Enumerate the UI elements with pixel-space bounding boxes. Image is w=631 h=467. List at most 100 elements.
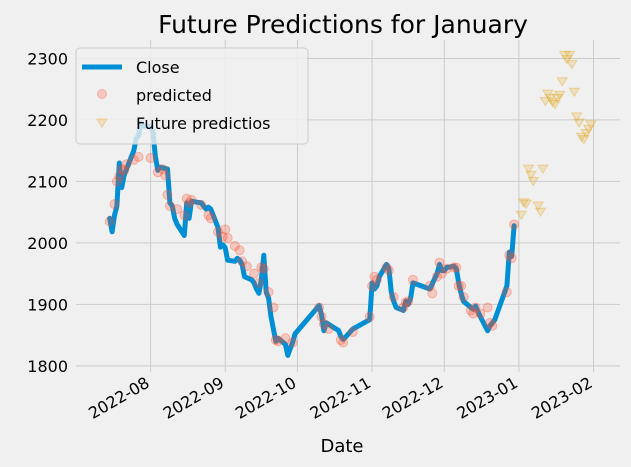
predicted-point <box>253 277 264 288</box>
y-axis-ticks: 1800 1900 2000 2100 2200 2300 <box>27 49 68 375</box>
predicted-point <box>203 210 214 221</box>
future-prediction-point <box>585 120 598 130</box>
legend-swatch-predicted <box>97 89 107 99</box>
future-prediction-point <box>537 164 549 175</box>
legend: Close predicted Future predictios <box>75 47 309 145</box>
predicted-point <box>229 240 240 251</box>
predicted-point <box>504 250 515 261</box>
series-layer <box>104 50 598 358</box>
legend-label-predicted: predicted <box>136 86 212 105</box>
predicted-point <box>234 245 245 256</box>
predicted-point <box>335 335 346 346</box>
predicted-point <box>104 216 115 227</box>
y-tick-label: 2200 <box>27 111 68 130</box>
predicted-point <box>121 159 132 170</box>
predicted-point <box>220 224 231 235</box>
chart-title: Future Predictions for January <box>158 10 528 39</box>
predicted-point <box>364 311 375 322</box>
predicted-point <box>509 219 520 230</box>
predicted-point <box>162 189 173 200</box>
future-prediction-point <box>556 77 569 87</box>
predicted-point <box>133 151 144 162</box>
predicted-point <box>280 333 291 344</box>
y-tick-label: 1900 <box>27 295 68 314</box>
predicted-point <box>451 262 462 273</box>
future-prediction-point <box>553 90 566 101</box>
future-prediction-point <box>573 118 585 128</box>
y-tick-label: 2100 <box>27 172 68 191</box>
predicted-point <box>453 280 464 291</box>
predicted-point <box>213 226 224 237</box>
predicted-point <box>205 213 216 224</box>
predicted-point <box>196 199 207 210</box>
future-prediction-point <box>515 210 528 221</box>
predicted-point <box>468 308 479 319</box>
y-tick-label: 2300 <box>27 49 68 68</box>
predicted-point <box>273 336 284 347</box>
predicted-point <box>323 323 334 334</box>
predicted-point <box>338 337 349 348</box>
predicted-point <box>152 167 163 178</box>
predicted-point <box>482 302 493 313</box>
future-prediction-point <box>577 135 590 145</box>
predicted-point <box>316 311 327 322</box>
predicted-point <box>470 302 481 313</box>
future-prediction-point <box>522 164 535 175</box>
predicted-point <box>383 265 394 276</box>
predicted-point <box>116 164 127 175</box>
predicted-point <box>485 317 496 328</box>
future-prediction-point <box>532 201 545 211</box>
predicted-point <box>128 154 139 165</box>
predicted-point <box>465 305 476 316</box>
future-prediction-point <box>558 50 571 61</box>
predicted-point <box>427 288 438 299</box>
legend-swatch-future <box>96 118 108 128</box>
y-tick-label: 1800 <box>27 357 68 376</box>
predicted-point <box>179 210 190 221</box>
predicted-point <box>424 280 435 291</box>
predicted-point <box>217 231 228 242</box>
future-prediction-point <box>517 198 530 208</box>
predicted-point <box>369 271 380 282</box>
future-prediction-point <box>520 199 533 210</box>
future-prediction-point <box>534 207 547 218</box>
future-prediction-point <box>565 60 578 70</box>
future-prediction-point <box>575 132 588 143</box>
predicted-point <box>441 263 452 274</box>
predicted-point <box>249 268 260 279</box>
predicted-point <box>407 274 418 285</box>
predicted-point <box>109 199 120 210</box>
predicted-point <box>258 263 269 274</box>
predicted-point <box>388 291 399 302</box>
predicted-point <box>287 337 298 348</box>
predicted-point <box>381 262 392 273</box>
future-prediction-point <box>539 96 552 107</box>
future-prediction-point <box>527 176 540 187</box>
predicted-point <box>263 287 274 298</box>
future-prediction-point <box>549 100 561 110</box>
predicted-point <box>487 320 498 331</box>
predicted-point <box>403 296 414 307</box>
future-prediction-point <box>561 55 573 65</box>
predicted-point <box>222 232 233 243</box>
y-tick-label: 2000 <box>27 234 68 253</box>
future-prediction-point <box>546 98 559 108</box>
future-prediction-point <box>570 112 583 122</box>
predicted-point <box>432 271 443 282</box>
future-prediction-point <box>544 93 557 104</box>
predicted-point <box>186 194 197 205</box>
predicted-point <box>400 297 411 308</box>
predicted-point <box>270 335 281 346</box>
predicted-point <box>398 302 409 313</box>
predicted-point <box>111 176 122 187</box>
predicted-point <box>157 164 168 175</box>
predicted-point <box>506 253 517 264</box>
predicted-point <box>181 193 192 204</box>
predicted-point <box>456 280 467 291</box>
legend-label-close: Close <box>136 58 180 77</box>
predicted-point <box>314 302 325 313</box>
future-prediction-point <box>563 50 576 61</box>
predicted-point <box>172 204 183 215</box>
predicted-point <box>145 153 156 164</box>
